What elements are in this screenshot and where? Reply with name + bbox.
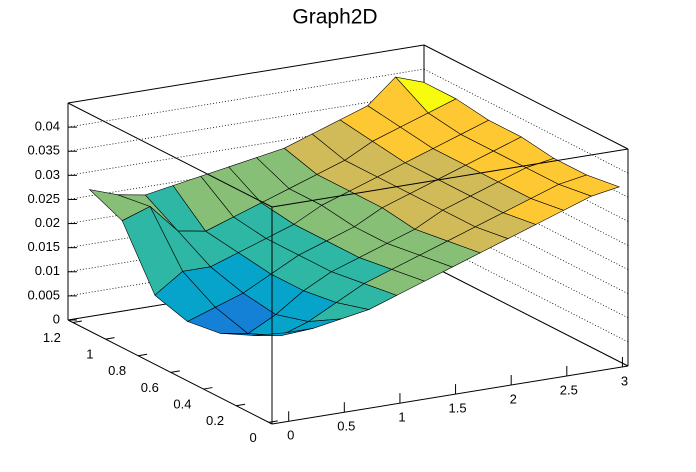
y-tick — [236, 403, 246, 407]
y-axis — [67, 319, 273, 425]
y-tick-label: 0.8 — [108, 363, 126, 378]
grid-line — [423, 68, 629, 174]
y-tick — [170, 370, 180, 373]
x-axis — [271, 365, 629, 425]
z-tick-label: 0.01 — [35, 263, 60, 278]
z-tick-label: 0.005 — [27, 287, 60, 302]
grid-line — [67, 68, 425, 128]
surface-cell — [252, 327, 314, 337]
x-tick-label: 0.5 — [337, 419, 355, 434]
y-tick — [268, 420, 278, 423]
y-tick — [203, 387, 213, 390]
grid-line — [423, 237, 629, 343]
grid-line — [423, 213, 629, 319]
z-tick-label: 0.02 — [35, 215, 60, 230]
box-edge — [271, 148, 629, 208]
y-tick-label: 0.2 — [206, 413, 224, 428]
z-tick-label: 0.04 — [35, 119, 60, 134]
x-tick-label: 2.5 — [560, 382, 578, 397]
y-tick-label: 1.2 — [43, 330, 61, 345]
z-tick-label: 0.03 — [35, 167, 60, 182]
x-tick-label: 2 — [510, 391, 517, 406]
x-tick-label: 3 — [621, 373, 628, 388]
x-tick-label: 1 — [398, 410, 405, 425]
y-tick-label: 0.4 — [173, 396, 191, 411]
y-tick-label: 1 — [86, 347, 93, 362]
grid-line — [67, 92, 425, 152]
grid-line — [423, 189, 629, 295]
x-tick-label: 1.5 — [449, 401, 467, 416]
z-tick-label: 0.015 — [27, 239, 60, 254]
y-tick — [105, 337, 115, 340]
box-edge — [423, 44, 629, 150]
z-tick-label: 0.035 — [27, 143, 60, 158]
grid-line — [423, 261, 629, 367]
y-tick — [72, 320, 82, 323]
x-tick-label: 0 — [287, 428, 294, 443]
y-tick-label: 0 — [250, 430, 257, 445]
chart-title: Graph2D — [292, 6, 377, 29]
box-edge — [67, 102, 273, 208]
y-tick-label: 0.6 — [141, 380, 159, 395]
box-edge — [67, 44, 425, 104]
z-tick-label: 0 — [53, 311, 60, 326]
axes: 0 0.5 1 1.5 2 2.5 3 0 0.2 0.4 0.6 0.8 1 1.2 0 0.005 0.01… — [27, 102, 629, 445]
y-tick — [138, 353, 148, 357]
surface — [88, 76, 621, 337]
z-tick-label: 0.025 — [27, 191, 60, 206]
